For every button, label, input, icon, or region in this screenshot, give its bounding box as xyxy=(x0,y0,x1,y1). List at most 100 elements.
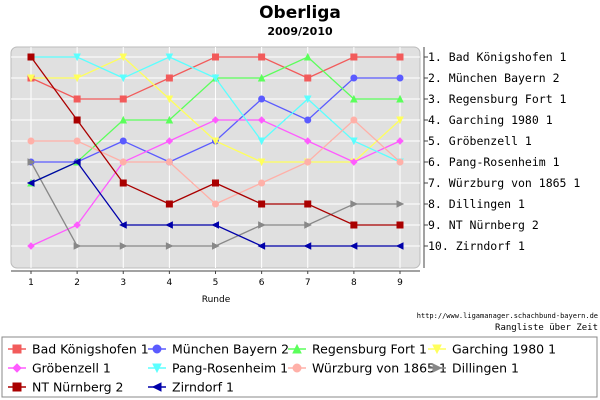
data-point xyxy=(73,53,81,62)
data-point xyxy=(350,200,358,208)
chart-title: Oberliga xyxy=(259,3,341,23)
series-garching-1980-1 xyxy=(27,53,404,167)
x-tick-label: 6 xyxy=(259,278,265,288)
data-point xyxy=(73,242,82,250)
data-point xyxy=(432,363,443,373)
data-point xyxy=(212,242,220,250)
data-point xyxy=(152,344,162,354)
rank-label: 1. Bad Königshofen 1 xyxy=(428,50,567,64)
data-point xyxy=(12,382,22,392)
data-point xyxy=(73,74,81,83)
data-point xyxy=(119,115,128,124)
data-point xyxy=(73,95,81,103)
data-point xyxy=(119,179,127,187)
data-point xyxy=(432,344,442,355)
rank-label: 4. Garching 1980 1 xyxy=(428,113,553,127)
data-point xyxy=(257,242,266,250)
legend: Bad Königshofen 1 München Bayern 2 Regensb… xyxy=(1,336,598,398)
rank-label: 2. München Bayern 2 xyxy=(428,71,560,85)
legend-label: Pang-Rosenheim 1 xyxy=(172,361,288,376)
data-point xyxy=(303,52,312,61)
data-point xyxy=(119,95,127,103)
data-point xyxy=(165,95,174,104)
data-point xyxy=(258,200,266,208)
data-point xyxy=(350,53,358,61)
rank-label: 8. Dillingen 1 xyxy=(428,197,525,211)
data-point xyxy=(212,53,219,61)
legend-label: Dillingen 1 xyxy=(452,361,519,376)
data-point xyxy=(304,116,312,124)
legend-label: München Bayern 2 xyxy=(172,342,289,357)
data-point xyxy=(350,137,358,146)
series-dillingen-1 xyxy=(27,158,405,250)
rank-label: 6. Pang-Rosenheim 1 xyxy=(428,155,560,169)
series-nt-n-rnberg-2 xyxy=(27,53,404,229)
legend-item: Würzburg von 1865 1 xyxy=(288,361,447,376)
legend-label: Bad Königshofen 1 xyxy=(32,342,149,357)
data-point xyxy=(119,53,128,62)
data-point xyxy=(396,158,404,166)
legend-item: Bad Königshofen 1 xyxy=(8,342,149,357)
data-point xyxy=(257,116,266,124)
data-point xyxy=(73,137,81,145)
data-point xyxy=(350,94,358,103)
legend-item: Zirndorf 1 xyxy=(148,380,234,395)
legend-item: Dillingen 1 xyxy=(428,361,519,376)
data-point xyxy=(119,158,127,166)
data-point xyxy=(396,137,404,145)
data-point xyxy=(119,242,128,250)
data-point xyxy=(12,363,22,373)
data-point xyxy=(165,200,173,208)
data-point xyxy=(258,179,266,187)
data-point xyxy=(73,221,81,229)
legend-label: Gröbenzell 1 xyxy=(32,361,111,376)
rank-label: 10. Zirndorf 1 xyxy=(428,239,525,253)
legend-label: Zirndorf 1 xyxy=(172,380,234,395)
source-url: http://www.ligamanager.schachbund-bayern… xyxy=(417,312,598,320)
data-point xyxy=(396,200,405,208)
data-point xyxy=(396,221,404,229)
data-point xyxy=(165,53,174,62)
data-point xyxy=(292,343,302,354)
legend-label: NT Nürnberg 2 xyxy=(32,380,123,395)
legend-label: Regensburg Fort 1 xyxy=(312,342,427,357)
data-point xyxy=(165,115,174,124)
data-point xyxy=(395,242,404,250)
x-tick-label: 3 xyxy=(120,278,126,288)
data-point xyxy=(350,158,358,166)
data-point xyxy=(27,74,35,83)
series-w-rzburg-von-1865-1 xyxy=(27,116,404,208)
data-point xyxy=(258,221,266,229)
chart-subtitle: 2009/2010 xyxy=(267,25,333,38)
data-point xyxy=(26,179,35,187)
rank-label: 9. NT Nürnberg 2 xyxy=(428,218,539,232)
data-point xyxy=(396,74,404,82)
data-point xyxy=(165,221,173,229)
data-point xyxy=(73,158,81,166)
data-point xyxy=(212,200,219,208)
data-point xyxy=(27,53,35,61)
legend-label: Garching 1980 1 xyxy=(452,342,556,357)
data-point xyxy=(258,95,266,103)
x-tick-label: 7 xyxy=(305,278,311,288)
data-point xyxy=(304,137,312,145)
rank-label: 3. Regensburg Fort 1 xyxy=(428,92,567,106)
data-point xyxy=(152,363,162,374)
data-point xyxy=(304,221,312,229)
x-tick-label: 4 xyxy=(167,278,173,288)
data-point xyxy=(396,53,404,61)
series-layer xyxy=(26,52,405,250)
rank-labels: 1. Bad Königshofen 1 2. München Bayern 2 3… xyxy=(424,50,580,253)
data-point xyxy=(350,116,358,124)
data-point xyxy=(212,179,219,187)
x-tick-label: 8 xyxy=(351,278,357,288)
rank-label: 7. Würzburg von 1865 1 xyxy=(428,176,580,190)
data-point xyxy=(119,137,127,145)
data-point xyxy=(396,94,404,103)
data-point xyxy=(257,73,266,82)
data-point xyxy=(12,344,22,354)
x-tick-label: 9 xyxy=(397,278,403,288)
data-point xyxy=(27,137,35,145)
data-point xyxy=(396,116,404,125)
data-point xyxy=(119,221,127,229)
